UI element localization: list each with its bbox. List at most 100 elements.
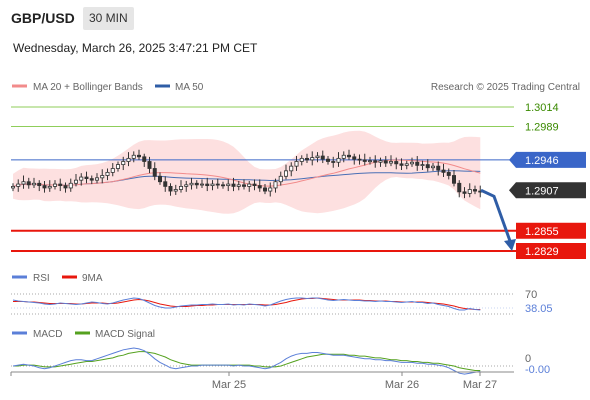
candle <box>194 180 199 189</box>
candle <box>47 180 52 192</box>
rsi-ma-legend-label: 9MA <box>82 273 103 284</box>
forecast-arrowhead <box>504 239 516 251</box>
candle <box>131 151 136 163</box>
candle <box>294 156 299 171</box>
candle <box>173 184 178 195</box>
macd-value-label: -0.00 <box>525 364 550 376</box>
candle <box>425 159 430 172</box>
current-price-label: 1.2907 <box>525 185 559 197</box>
candle <box>241 179 246 190</box>
macd-signal-legend-swatch <box>75 331 90 335</box>
ma20-legend-swatch <box>12 84 27 88</box>
support-price-tag <box>516 243 586 259</box>
rsi-level-70-label: 70 <box>525 289 537 301</box>
candle <box>42 180 47 193</box>
rsi-line <box>12 297 481 311</box>
candle <box>472 185 477 195</box>
candle <box>394 157 399 170</box>
candle <box>247 180 252 192</box>
x-tick-mar25: Mar 25 <box>212 379 246 391</box>
candle <box>205 177 210 192</box>
candle <box>220 181 225 189</box>
ma20-legend-label: MA 20 + Bollinger Bands <box>33 82 143 93</box>
candle <box>320 150 325 164</box>
bollinger-band <box>13 130 481 214</box>
candle <box>331 156 336 168</box>
candle <box>436 161 441 176</box>
candle <box>289 162 294 177</box>
candle <box>430 163 435 171</box>
macd-signal-line <box>13 351 481 371</box>
support-price-tag <box>516 222 586 239</box>
candle <box>451 170 456 187</box>
candle <box>383 156 388 167</box>
support-price-label: 1.2855 <box>525 226 559 238</box>
pivot-price-tag <box>509 151 586 168</box>
candle <box>184 180 189 192</box>
macd-line <box>12 347 481 375</box>
candle <box>147 156 152 174</box>
candle <box>236 180 241 191</box>
candle <box>32 177 37 188</box>
candle <box>341 151 346 163</box>
datetime-label: Wednesday, March 26, 2025 3:47:21 PM CET <box>13 41 258 55</box>
candle <box>58 178 63 192</box>
candle <box>325 156 330 165</box>
candle <box>116 161 121 172</box>
rsi-legend-swatch <box>12 275 27 279</box>
candle <box>79 173 84 186</box>
candle <box>16 179 21 192</box>
macd-signal-legend-label: MACD Signal <box>95 329 155 340</box>
candle <box>136 149 141 160</box>
candle <box>462 187 467 199</box>
candle <box>268 182 273 197</box>
candle <box>420 160 425 171</box>
candle <box>189 177 194 190</box>
candle <box>336 152 341 167</box>
x-tick-mar27: Mar 27 <box>463 379 497 391</box>
price-panel: 1.3014 1.2989 1.2946 1.2907 1.2855 1.2829 <box>10 102 586 259</box>
candle <box>121 156 126 171</box>
candle <box>283 164 288 180</box>
candle <box>378 157 383 167</box>
rsi-ma-legend-swatch <box>62 275 77 279</box>
candle <box>352 153 357 165</box>
candle <box>53 180 58 190</box>
candle <box>157 172 162 185</box>
ma50-legend-label: MA 50 <box>175 82 204 93</box>
candle <box>446 168 451 180</box>
candle <box>409 157 414 167</box>
candle <box>10 183 15 192</box>
candle <box>441 163 446 178</box>
credit-label: Research © 2025 Trading Central <box>431 82 580 93</box>
candle <box>252 179 257 191</box>
interval-button[interactable]: 30 MIN <box>83 7 134 30</box>
pivot-price-label: 1.2946 <box>525 155 559 167</box>
candle <box>367 156 372 165</box>
macd-legend-label: MACD <box>33 329 62 340</box>
candle <box>226 179 231 192</box>
macd-zero-label: 0 <box>525 353 531 365</box>
candle <box>21 175 26 189</box>
candle <box>215 178 220 189</box>
candle <box>210 180 215 191</box>
pair-title: GBP/USD <box>11 10 75 26</box>
candle <box>457 180 462 198</box>
candle <box>26 177 31 189</box>
current-price-tag <box>509 182 586 199</box>
candle <box>84 171 89 184</box>
rsi-legend-label: RSI <box>33 273 50 284</box>
candle <box>37 180 42 192</box>
candle <box>362 153 367 166</box>
candle <box>262 184 267 195</box>
candle <box>467 183 472 198</box>
candle <box>152 162 157 181</box>
candle <box>278 171 283 186</box>
rsi-panel: 70 38.05 <box>11 289 553 315</box>
ma50-legend-swatch <box>155 84 170 88</box>
candle <box>357 154 362 165</box>
candle <box>415 156 420 171</box>
candle <box>373 155 378 168</box>
candle <box>178 180 183 193</box>
